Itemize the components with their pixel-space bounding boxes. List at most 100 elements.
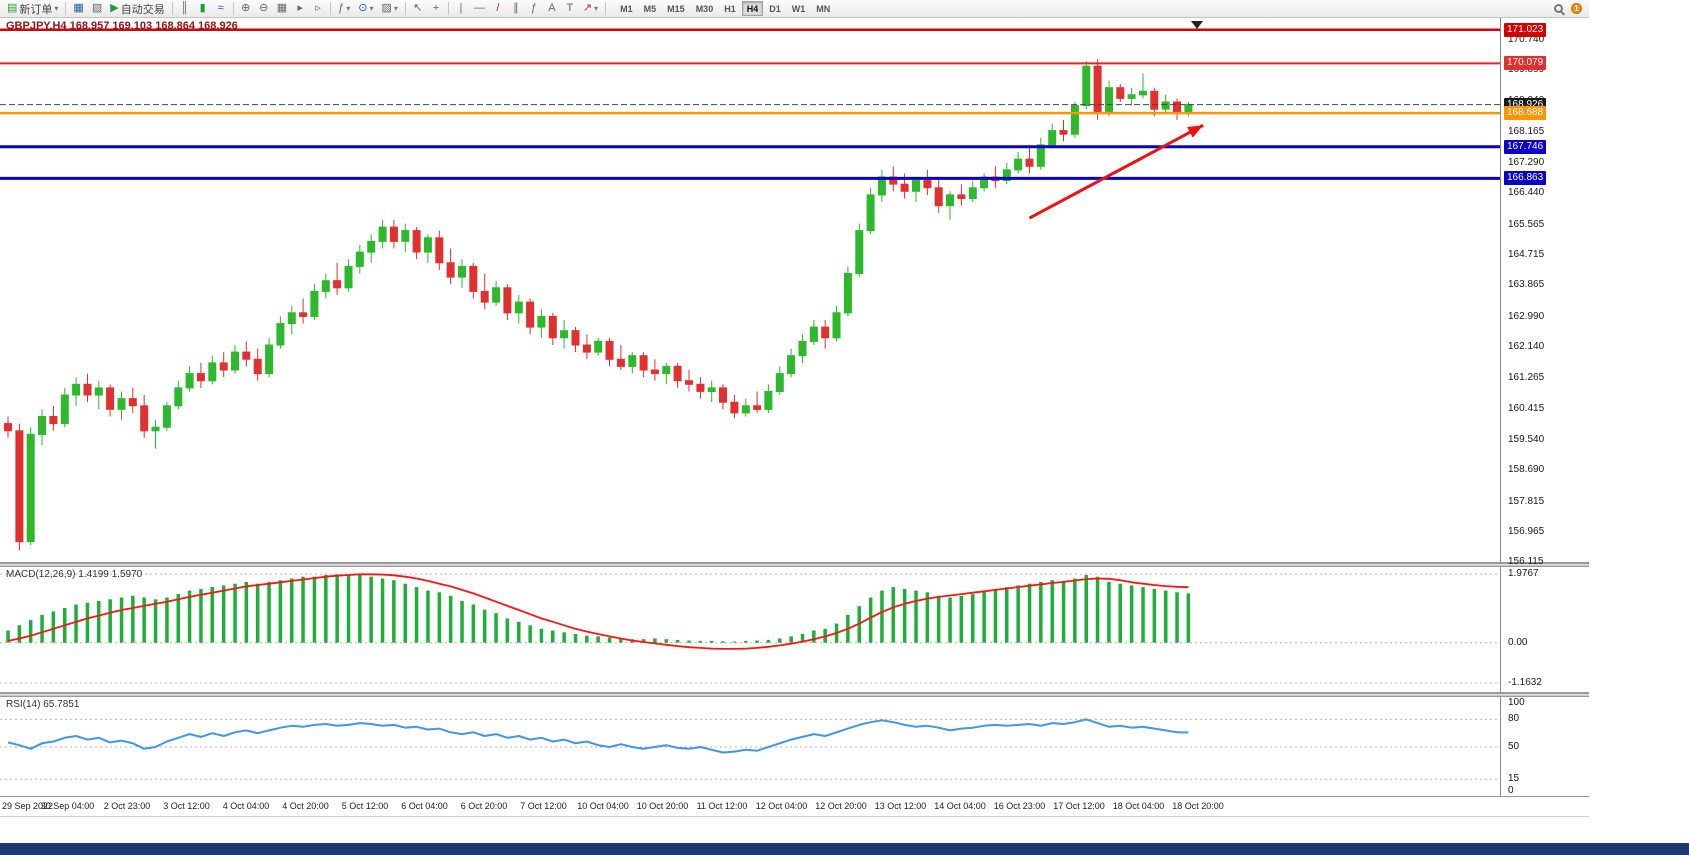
timeframe-h4-button[interactable]: H4 [741,1,764,16]
notification-icon[interactable]: 1 [1571,3,1582,14]
chevron-down-icon: ▾ [594,4,599,13]
time-axis[interactable]: 29 Sep 2022 30 Sep 04:00 2 Oct 23:00 3 Oct … [0,797,1589,817]
candlestick-chart[interactable] [0,18,1500,563]
vertical-line-button[interactable]: | [452,1,470,17]
macd-histogram-bar [1141,587,1145,643]
rsi-chart[interactable] [0,697,1500,797]
macd-histogram-bar [108,599,112,643]
candle-body [730,401,739,414]
time-axis-label: 18 Oct 04:00 [1112,801,1165,811]
candle-body [49,416,58,425]
candle-body [140,405,149,432]
candlestick-chart-button[interactable]: ▮ [194,1,212,17]
timeframe-m5-button[interactable]: M5 [643,3,657,14]
periods-button[interactable]: ⊙ ▾ [354,1,377,17]
channel-button[interactable]: ∥ [507,1,525,17]
navigator-button[interactable]: ▧ [88,1,106,17]
time-axis-label: 11 Oct 12:00 [696,801,748,811]
fibonacci-button[interactable]: ƒ [525,1,543,17]
candle-body [219,362,228,371]
candle-body [1036,144,1045,167]
time-axis-label: 29 Sep 2022 [2,801,54,811]
tile-windows-button[interactable]: ▦ [273,1,291,17]
macd-histogram-bar [369,576,373,643]
crosshair-button[interactable]: + [427,1,445,17]
text-label-button[interactable]: T [561,1,579,17]
toolbar-separator [605,2,607,15]
macd-histogram-bar [414,587,419,643]
timeframe-w1-button[interactable]: W1 [791,3,806,14]
horizontal-line-button[interactable]: — [470,1,489,17]
text-button[interactable]: A [543,1,561,17]
rsi-axis[interactable]: 100 80 50 15 0 [1500,697,1588,796]
cursor-button[interactable]: ↖ [409,1,427,17]
zoom-out-button[interactable]: ⊖ [255,1,273,17]
macd-histogram-bar [1027,583,1032,643]
chart-shift-icon: ▹ [315,2,321,14]
panel-splitter[interactable] [0,563,1589,567]
candle-body [1127,94,1136,99]
macd-histogram-bar [687,640,691,643]
charts-window-button[interactable]: ▦ [69,1,87,17]
search-icon[interactable] [1554,4,1563,13]
zoom-in-button[interactable]: ⊕ [237,1,255,17]
macd-histogram-bar [664,639,668,643]
time-axis-label: 4 Oct 20:00 [282,801,329,811]
timeframe-m1-button[interactable]: M1 [620,3,633,14]
macd-histogram-bar [335,574,339,643]
horizontal-line-icon: — [473,2,485,14]
macd-histogram-bar [868,597,873,643]
timeframe-mn-button[interactable]: MN [816,3,831,14]
timeframe-d1-button[interactable]: D1 [769,3,781,14]
auto-trading-button[interactable]: ▶ 自动交易 [106,1,168,17]
macd-plot[interactable]: MACD(12,26,9) 1.4199 1.5970 [0,567,1500,692]
candle-body [276,323,285,346]
auto-scroll-button[interactable]: ▸ [291,1,309,17]
line-chart-button[interactable]: ≈ [212,1,230,17]
new-order-icon: ▤ [7,2,18,14]
macd-axis[interactable]: 1.9767 0.00 -1.1632 [1500,567,1588,692]
time-axis-label: 6 Oct 04:00 [401,801,448,811]
candle-body [1105,87,1113,114]
macd-histogram-bar [562,632,566,643]
templates-button[interactable]: ▨ ▾ [377,1,401,17]
rsi-plot[interactable]: RSI(14) 65.7851 [0,697,1500,796]
chart-shift-button[interactable]: ▹ [309,1,327,17]
macd-histogram-bar [17,625,22,643]
candle-body [934,187,943,207]
rsi-axis-label: 15 [1508,773,1520,785]
macd-histogram-bar [1039,581,1043,643]
trend-arrow[interactable] [1028,123,1204,220]
toolbar-separator [330,2,332,15]
macd-histogram-bar [255,583,260,643]
time-axis-label: 12 Oct 20:00 [815,801,867,811]
indicators-button[interactable]: ƒ ▾ [334,1,354,17]
candle-body [458,265,466,278]
macd-histogram-bar [142,597,146,643]
macd-histogram-bar [812,630,816,643]
symbol-ohlc-label: GBPJPY,H4 168.957 169.103 168.864 168.92… [6,20,238,32]
macd-histogram-bar [482,609,487,643]
chart-shift-marker[interactable] [1191,21,1203,29]
timeframe-m30-button[interactable]: M30 [695,3,714,14]
panel-splitter[interactable] [0,693,1589,697]
candle-body [117,398,126,410]
macd-histogram-bar [51,611,56,643]
arrows-button[interactable]: ↗ ▾ [579,1,602,17]
price-axis[interactable]: 170.740169.899169.040168.165167.290166.4… [1500,18,1588,567]
bar-chart-button[interactable]: ║ [176,1,194,17]
fibonacci-icon: ƒ [530,2,537,14]
toolbar-separator [65,2,67,15]
candle-body [389,226,398,242]
macd-histogram-bar [471,604,476,643]
timeframe-h1-button[interactable]: H1 [724,3,736,14]
main-chart-plot[interactable]: GBPJPY,H4 168.957 169.103 168.864 168.92… [0,18,1500,562]
macd-axis-label: 0.00 [1508,636,1528,648]
macd-chart[interactable] [0,567,1500,693]
trendline-button[interactable]: / [489,1,507,17]
candlestick-icon: ▮ [199,2,206,14]
charts-window-icon: ▦ [73,2,84,14]
timeframe-m15-button[interactable]: M15 [667,3,685,14]
main-chart-panel: GBPJPY,H4 168.957 169.103 168.864 168.92… [0,18,1589,567]
new-order-button[interactable]: ▤ 新订单 ▾ [3,1,62,17]
